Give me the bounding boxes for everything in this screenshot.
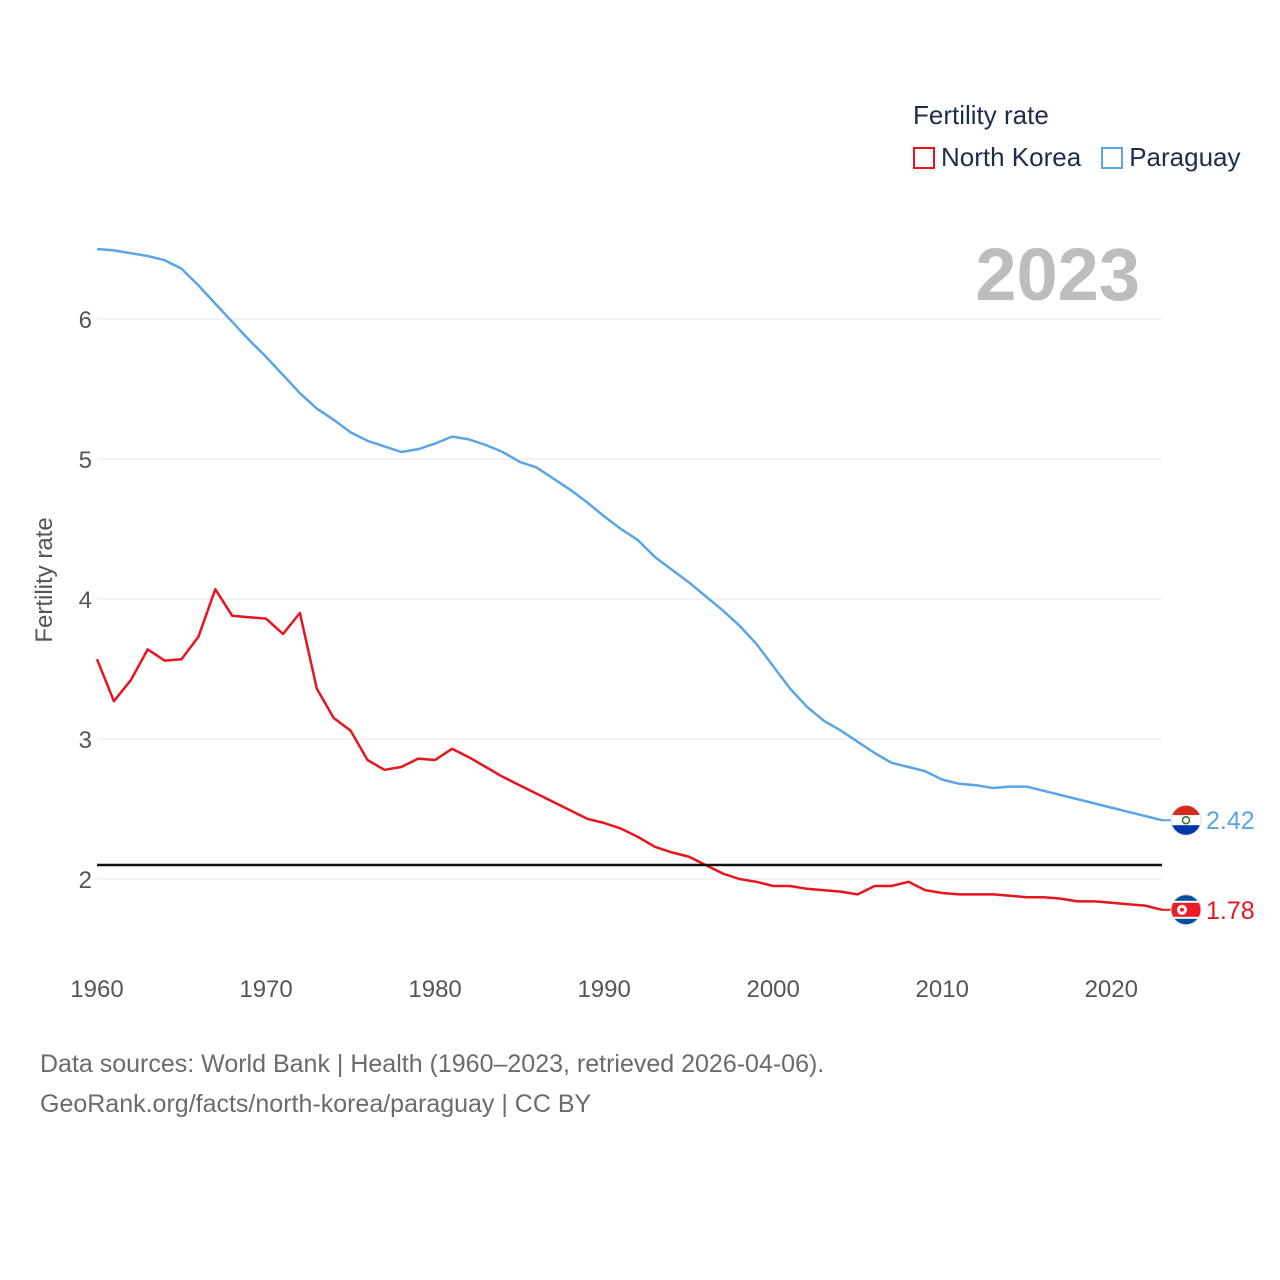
series-line-north-korea[interactable] — [95, 587, 1163, 912]
y-tick-labels: 2 3 4 5 6 — [79, 307, 92, 894]
legend-swatch-north-korea — [913, 146, 935, 169]
x-tick-2010: 2010 — [916, 976, 969, 1003]
x-tick-1960: 1960 — [70, 976, 123, 1003]
y-tick-3: 3 — [79, 727, 92, 754]
legend-label-paraguay: Paraguay — [1129, 142, 1241, 172]
x-tick-1980: 1980 — [408, 976, 461, 1003]
current-year-label: 2023 — [975, 233, 1140, 316]
x-tick-labels: 1960 1970 1980 1990 2000 2010 2020 — [70, 976, 1138, 1003]
source-note: Data sources: World Bank | Health (1960–… — [40, 1044, 824, 1124]
end-value-north-korea: 1.78 — [1206, 897, 1255, 925]
x-tick-2020: 2020 — [1085, 976, 1138, 1003]
paraguay-flag-icon — [1170, 804, 1202, 836]
legend-item-north-korea[interactable]: North Korea — [913, 142, 1081, 173]
y-tick-6: 6 — [79, 307, 92, 334]
source-line-2[interactable]: GeoRank.org/facts/north-korea/paraguay |… — [40, 1090, 592, 1118]
legend: North Korea Paraguay — [913, 142, 1261, 173]
x-tick-1990: 1990 — [577, 976, 630, 1003]
y-axis-label: Fertility rate — [31, 517, 58, 642]
legend-item-paraguay[interactable]: Paraguay — [1101, 142, 1241, 173]
legend-title: Fertility rate — [913, 100, 1049, 130]
series-line-paraguay[interactable] — [96, 247, 1163, 822]
source-line-1: Data sources: World Bank | Health (1960–… — [40, 1050, 825, 1078]
x-tick-1970: 1970 — [239, 976, 292, 1003]
x-tick-2000: 2000 — [746, 976, 799, 1003]
y-tick-4: 4 — [79, 587, 92, 614]
y-tick-2: 2 — [79, 867, 92, 894]
end-value-paraguay: 2.42 — [1206, 807, 1255, 835]
legend-swatch-paraguay — [1101, 146, 1124, 169]
y-tick-5: 5 — [79, 447, 92, 474]
legend-label-north-korea: North Korea — [941, 142, 1082, 172]
grid-lines — [97, 318, 1162, 880]
north-korea-flag-icon — [1170, 894, 1202, 926]
